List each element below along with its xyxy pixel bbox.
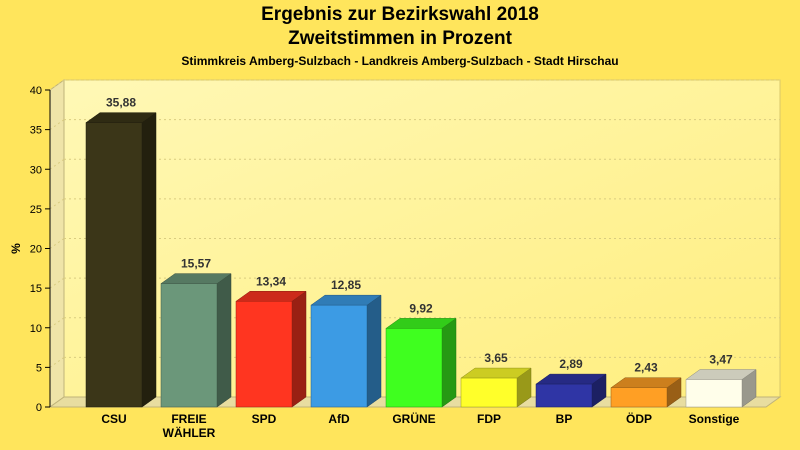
chart-subtitle-region: Stimmkreis Amberg-Sulzbach - Landkreis A… [181, 54, 619, 68]
bar-group [460, 367, 532, 408]
x-tick-label: WÄHLER [163, 425, 216, 440]
y-tick-label: 10 [30, 323, 42, 335]
x-tick-label: SPD [252, 412, 277, 426]
bar-group [385, 317, 457, 408]
data-label: 3,65 [484, 351, 508, 365]
bar [385, 328, 443, 408]
x-tick-label: GRÜNE [392, 411, 435, 426]
y-tick-label: 0 [36, 402, 42, 414]
bar [235, 301, 293, 408]
bar-group [610, 377, 682, 408]
bar-group [535, 373, 607, 408]
y-tick-label: 15 [30, 283, 42, 295]
bar-side [441, 317, 457, 408]
x-tick-label: BP [556, 412, 573, 426]
data-label: 9,92 [409, 301, 433, 315]
x-tick-label: FDP [477, 412, 501, 426]
data-label: 2,89 [559, 357, 583, 371]
bar-side [291, 290, 307, 408]
bar [85, 122, 143, 408]
x-tick-label: ÖDP [626, 411, 652, 426]
bar [685, 379, 743, 408]
bar [310, 304, 368, 408]
data-label: 2,43 [634, 361, 658, 375]
y-tick-label: 35 [30, 125, 42, 137]
y-axis-label: % [9, 243, 23, 254]
y-tick-label: 40 [30, 85, 42, 97]
bar [610, 387, 668, 408]
bar-group [310, 294, 382, 408]
bar-side [141, 112, 157, 408]
y-tick-label: 30 [30, 164, 42, 176]
bar-group [85, 112, 157, 408]
x-tick-label: Sonstige [689, 412, 740, 426]
data-label: 3,47 [709, 353, 733, 367]
chart-subtitle: Zweitstimmen in Prozent [288, 28, 512, 49]
data-label: 13,34 [256, 274, 286, 288]
plot-side-wall [49, 79, 65, 408]
data-label: 15,57 [181, 257, 211, 271]
x-tick-label: AfD [328, 412, 350, 426]
x-tick-label: CSU [101, 412, 126, 426]
y-tick-label: 5 [36, 362, 42, 374]
bar-side [366, 294, 382, 408]
bar-side [216, 273, 232, 408]
y-tick-label: 20 [30, 244, 42, 256]
data-label: 35,88 [106, 96, 136, 110]
y-tick-label: 25 [30, 204, 42, 216]
data-label: 12,85 [331, 278, 361, 292]
x-tick-label: FREIE [171, 412, 206, 426]
bar-group [235, 290, 307, 408]
bar [160, 283, 218, 408]
bar-group [160, 273, 232, 408]
bar [535, 383, 593, 408]
bar [460, 377, 518, 408]
chart-title: Ergebnis zur Bezirkswahl 2018 [261, 4, 539, 25]
bar-group [685, 369, 757, 408]
